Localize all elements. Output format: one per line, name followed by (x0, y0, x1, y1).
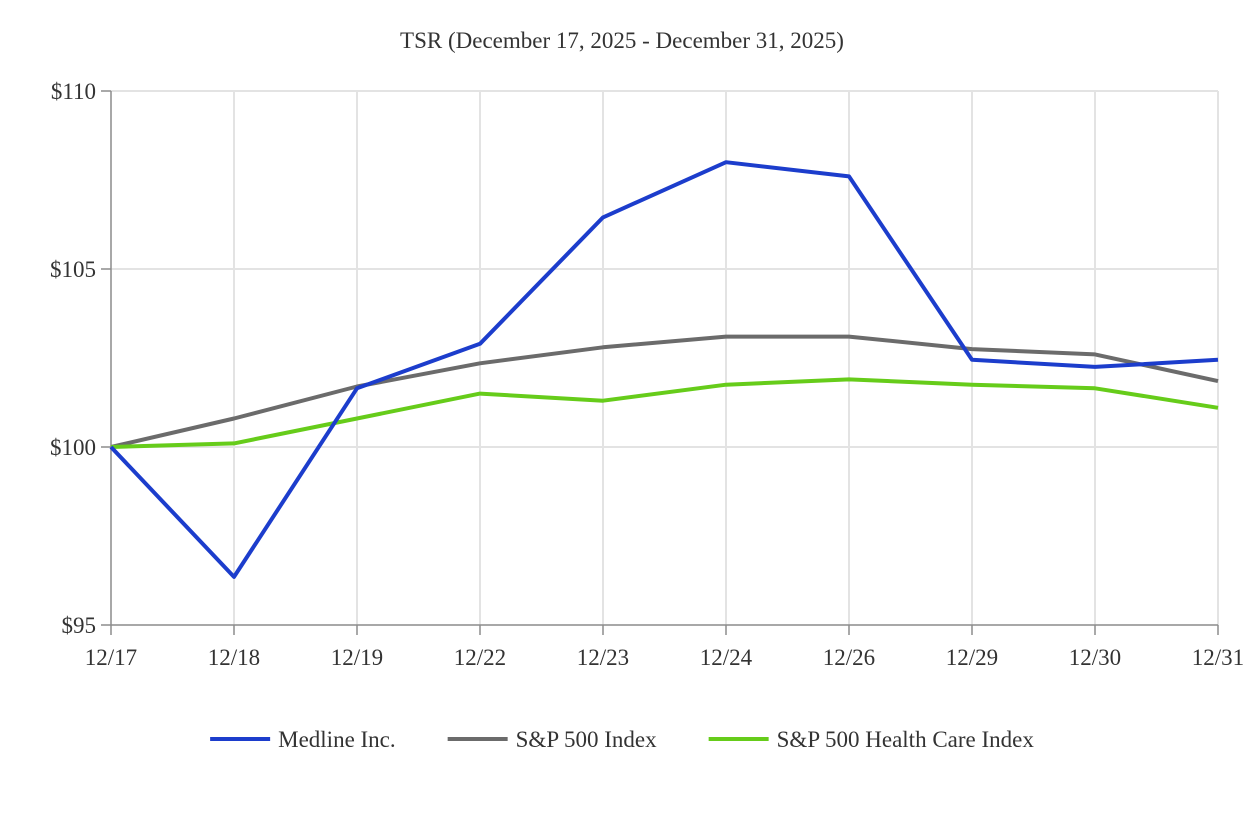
legend-label: Medline Inc. (278, 727, 396, 752)
legend-label: S&P 500 Health Care Index (777, 727, 1035, 752)
series-line-s-p-500-health-care-index (110, 377, 1219, 449)
gridlines (111, 90, 1219, 625)
y-tick-label: $105 (50, 257, 96, 282)
x-tick-label: 12/22 (454, 645, 506, 670)
y-tick-label: $110 (51, 79, 96, 104)
series-line-s-p-500-index (110, 334, 1219, 449)
series-line-medline-inc (109, 160, 1219, 579)
axes: $95 $100 $105 $110 12/17 12/18 12/19 12/22 12/23… (50, 79, 1244, 670)
chart-title: TSR (December 17, 2025 - December 31, 20… (400, 28, 844, 53)
legend-label: S&P 500 Index (516, 727, 657, 752)
series-lines (109, 160, 1219, 579)
x-tick-label: 12/24 (700, 645, 753, 670)
x-tick-label: 12/29 (946, 645, 998, 670)
y-tick-label: $95 (62, 613, 97, 638)
legend: Medline Inc. S&P 500 Index S&P 500 Health … (210, 727, 1034, 752)
x-tick-label: 12/18 (208, 645, 260, 670)
x-tick-label: 12/19 (331, 645, 383, 670)
y-tick-label: $100 (50, 435, 96, 460)
x-tick-label: 12/31 (1192, 645, 1244, 670)
x-tick-label: 12/26 (823, 645, 875, 670)
x-tick-label: 12/23 (577, 645, 629, 670)
x-tick-label: 12/30 (1069, 645, 1121, 670)
x-tick-label: 12/17 (85, 645, 137, 670)
